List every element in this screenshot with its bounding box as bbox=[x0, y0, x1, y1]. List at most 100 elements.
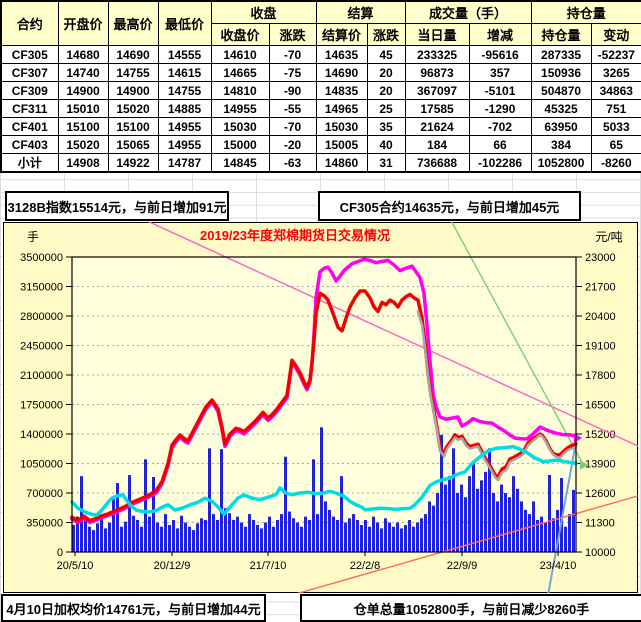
cell-close-chg: -90 bbox=[268, 81, 317, 100]
cell-settle-chg: 35 bbox=[366, 117, 406, 136]
pink-descending-trendline bbox=[147, 222, 638, 447]
cell-settle: 14860 bbox=[315, 153, 368, 173]
x-axis-label: 20/12/9 bbox=[154, 560, 191, 572]
x-axis-label: 22/9/9 bbox=[447, 560, 478, 572]
right-axis-label: 16500 bbox=[585, 400, 616, 412]
cell-oi-chg: 34863 bbox=[590, 81, 641, 100]
cell-settle: 14835 bbox=[315, 81, 368, 100]
cell-close-chg: -70 bbox=[268, 45, 317, 64]
cell-settle-chg: 45 bbox=[366, 45, 406, 64]
col-header-contract: 合约 bbox=[0, 0, 59, 46]
left-axis-label: 2100000 bbox=[20, 370, 63, 382]
cell-low: 14787 bbox=[157, 153, 212, 173]
table-row: CF309 14900 14900 14755 14810 -90 14835 20 36709… bbox=[0, 81, 641, 100]
col-group-oi: 持仓量 bbox=[530, 0, 641, 24]
cell-high: 14755 bbox=[107, 63, 159, 82]
chart-title: 2019/23年度郑棉期货日交易情况 bbox=[200, 228, 390, 243]
cell-close-chg: -70 bbox=[268, 117, 317, 136]
cell-volume: 233325 bbox=[404, 45, 470, 64]
cell-close: 14810 bbox=[210, 81, 270, 100]
cell-open: 15010 bbox=[57, 99, 109, 118]
col-header-open: 开盘价 bbox=[57, 0, 109, 46]
right-axis-label: 12600 bbox=[585, 488, 616, 500]
left-axis-label: 2450000 bbox=[20, 341, 63, 353]
x-axis-label: 21/7/10 bbox=[250, 560, 287, 572]
right-axis-label: 17800 bbox=[585, 370, 616, 382]
blue-steep-trendline bbox=[547, 441, 577, 593]
cell-close-chg: -75 bbox=[268, 63, 317, 82]
cell-oi: 384 bbox=[530, 135, 592, 154]
left-axis-unit: 手 bbox=[27, 230, 39, 244]
left-axis-label: 1400000 bbox=[20, 429, 63, 441]
left-axis-label: 1050000 bbox=[20, 459, 63, 471]
cell-settle: 14965 bbox=[315, 99, 368, 118]
cell-low: 14555 bbox=[157, 45, 212, 64]
cell-vol-chg: -1290 bbox=[468, 99, 532, 118]
cell-contract: 小计 bbox=[0, 153, 59, 173]
x-axis-label: 20/5/10 bbox=[57, 560, 94, 572]
cell-close-chg: -63 bbox=[268, 153, 317, 173]
right-axis-label: 13900 bbox=[585, 459, 616, 471]
cell-oi-chg: 751 bbox=[590, 99, 641, 118]
cell-open: 14900 bbox=[57, 81, 109, 100]
cell-settle: 14635 bbox=[315, 45, 368, 64]
gray_contract_line bbox=[416, 310, 578, 482]
cell-oi: 45325 bbox=[530, 99, 592, 118]
cell-volume: 367097 bbox=[404, 81, 470, 100]
right-axis-label: 15200 bbox=[585, 429, 616, 441]
cell-high: 14900 bbox=[107, 81, 159, 100]
table-row: CF403 15020 15065 14955 15000 -20 15005 40 184 66… bbox=[0, 135, 641, 154]
col-group-settle: 结算 bbox=[315, 0, 406, 24]
cell-oi-chg: 5033 bbox=[590, 117, 641, 136]
cell-volume: 96873 bbox=[404, 63, 470, 82]
cell-oi: 1052800 bbox=[530, 153, 592, 173]
col-header-high: 最高价 bbox=[107, 0, 159, 46]
cell-open: 15100 bbox=[57, 117, 109, 136]
cell-volume: 184 bbox=[404, 135, 470, 154]
cell-high: 14922 bbox=[107, 153, 159, 173]
table-row: CF307 14740 14755 14615 14665 -75 14690 20 96873… bbox=[0, 63, 641, 82]
right-axis-label: 11300 bbox=[585, 518, 615, 530]
cell-settle-chg: 40 bbox=[366, 135, 406, 154]
cell-settle: 15005 bbox=[315, 135, 368, 154]
cell-vol-chg: -5101 bbox=[468, 81, 532, 100]
cell-close: 14845 bbox=[210, 153, 270, 173]
cell-settle-chg: 20 bbox=[366, 63, 406, 82]
cell-oi: 504870 bbox=[530, 81, 592, 100]
col-group-volume: 成交量（手） bbox=[404, 0, 532, 24]
cell-oi-chg: -52237 bbox=[590, 45, 641, 64]
cell-close: 14610 bbox=[210, 45, 270, 64]
col-header-close-chg: 涨跌 bbox=[268, 23, 317, 46]
col-header-vol-chg: 增减 bbox=[468, 23, 532, 46]
cell-vol-chg: -702 bbox=[468, 117, 532, 136]
cell-oi-chg: 3265 bbox=[590, 63, 641, 82]
left-axis-label: 2800000 bbox=[20, 311, 63, 323]
cell-low: 14615 bbox=[157, 63, 212, 82]
cell-contract: CF311 bbox=[0, 99, 59, 118]
cell-contract: CF307 bbox=[0, 63, 59, 82]
cell-vol-chg: -95616 bbox=[468, 45, 532, 64]
plot-border bbox=[71, 256, 577, 553]
col-group-close: 收盘 bbox=[210, 0, 317, 24]
col-header-close-price: 收盘价 bbox=[210, 23, 270, 46]
cell-contract: CF305 bbox=[0, 45, 59, 64]
cell-close: 14955 bbox=[210, 99, 270, 118]
warehouse-receipt-box: 仓单总量1052800手，与前日减少8260手 bbox=[300, 594, 641, 622]
x-axis-label: 22/2/8 bbox=[350, 560, 381, 572]
cell-settle: 15030 bbox=[315, 117, 368, 136]
table-row: CF401 15100 15100 14955 15030 -70 15030 35 21624… bbox=[0, 117, 641, 136]
cell-contract: CF309 bbox=[0, 81, 59, 100]
cell-open: 14680 bbox=[57, 45, 109, 64]
cell-high: 14690 bbox=[107, 45, 159, 64]
cell-oi: 63950 bbox=[530, 117, 592, 136]
cell-low: 14955 bbox=[157, 117, 212, 136]
left-axis-label: 3150000 bbox=[20, 282, 63, 294]
cell-high: 15100 bbox=[107, 117, 159, 136]
right-axis-label: 21700 bbox=[585, 282, 616, 294]
cell-close: 15000 bbox=[210, 135, 270, 154]
cell-low: 14755 bbox=[157, 81, 212, 100]
cell-close-chg: -55 bbox=[268, 99, 317, 118]
table-row: 小计 14908 14922 14787 14845 -63 14860 31 736688 -1… bbox=[0, 153, 641, 173]
col-header-oi-chg: 变动 bbox=[590, 23, 641, 46]
cell-contract: CF401 bbox=[0, 117, 59, 136]
